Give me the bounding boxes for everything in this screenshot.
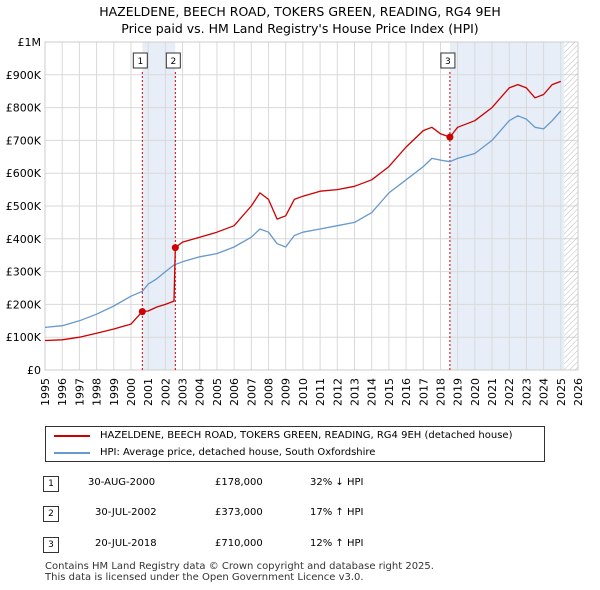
x-tick-label: 2008 [263, 378, 276, 406]
hpi-line [44, 110, 562, 329]
x-tick-label: 2006 [228, 378, 241, 406]
x-tick-label: 2005 [211, 378, 224, 406]
transaction-date: 30-JUL-2002 [95, 507, 157, 518]
x-tick-label: 2023 [520, 378, 533, 406]
x-tick-label: 2026 [572, 378, 585, 406]
transaction-hpi: 32% ↓ HPI [310, 477, 364, 488]
x-tick-label: 2017 [417, 378, 430, 406]
transaction-row: 1 30-AUG-2000 £178,000 32% ↓ HPI [0, 476, 600, 494]
x-tick-label: 2021 [486, 378, 499, 406]
x-tick-label: 2009 [280, 378, 293, 406]
y-tick-label: £400K [6, 233, 42, 246]
x-tick-label: 2012 [331, 378, 344, 406]
y-tick-label: £500K [6, 200, 42, 213]
x-tick-label: 2015 [383, 378, 396, 406]
y-tick-label: £0 [27, 364, 41, 377]
legend-item-hpi: HPI: Average price, detached house, Sout… [46, 444, 544, 462]
x-tick-label: 1997 [73, 378, 86, 406]
y-tick-label: £200K [6, 298, 42, 311]
footer-copyright: Contains HM Land Registry data © Crown c… [45, 561, 434, 572]
y-tick-label: £800K [6, 102, 42, 115]
transaction-price: £373,000 [215, 507, 263, 518]
price-chart: £0 £100K £200K £300K £400K £500K £600K £700K £80… [6, 36, 585, 406]
x-tick-label: 2025 [555, 378, 568, 406]
x-tick-label: 2007 [245, 378, 258, 406]
plot-frame [44, 41, 579, 371]
event-marker-label: 2 [170, 57, 176, 67]
sale-point [171, 244, 179, 252]
y-tick-label: £700K [6, 134, 42, 147]
y-tick-label: £900K [6, 69, 42, 82]
transaction-date: 30-AUG-2000 [88, 477, 156, 488]
x-tick-label: 2003 [177, 378, 190, 406]
footer-license: This data is licensed under the Open Gov… [45, 572, 364, 583]
event-marker-label: 1 [137, 57, 143, 67]
price-paid-line [44, 80, 562, 342]
transaction-number: 3 [43, 537, 59, 553]
x-tick-label: 2002 [159, 378, 172, 406]
legend-label-hpi: HPI: Average price, detached house, Sout… [100, 447, 376, 458]
transaction-price: £710,000 [215, 538, 263, 549]
future-hatch [564, 42, 578, 370]
transaction-number: 1 [43, 476, 59, 492]
transaction-hpi: 17% ↑ HPI [310, 507, 364, 518]
transaction-number: 2 [43, 506, 59, 522]
x-tick-label: 2011 [314, 378, 327, 406]
transaction-row: 3 20-JUL-2018 £710,000 12% ↑ HPI [0, 537, 600, 555]
event-marker-box [132, 52, 148, 69]
x-tick-label: 1996 [56, 378, 69, 406]
transaction-price: £178,000 [215, 477, 263, 488]
y-tick-label: £100K [6, 331, 42, 344]
sale-point [446, 133, 454, 141]
x-tick-label: 2000 [125, 378, 138, 406]
x-tick-label: 2024 [538, 378, 551, 406]
legend-label-price: HAZELDENE, BEECH ROAD, TOKERS GREEN, REA… [100, 430, 513, 441]
x-tick-label: 2014 [366, 378, 379, 406]
event-marker-box [165, 52, 181, 69]
legend: HAZELDENE, BEECH ROAD, TOKERS GREEN, REA… [45, 426, 545, 462]
x-tick-label: 2022 [503, 378, 516, 406]
x-tick-label: 2013 [348, 378, 361, 406]
x-tick-label: 2018 [434, 378, 447, 406]
legend-swatch-hpi [54, 452, 90, 454]
x-tick-label: 2019 [452, 378, 465, 406]
sale-point [138, 308, 146, 316]
x-tick-label: 1995 [39, 378, 52, 406]
y-tick-label: £300K [6, 266, 42, 279]
x-tick-label: 2016 [400, 378, 413, 406]
transaction-hpi: 12% ↑ HPI [310, 538, 364, 549]
x-tick-label: 2001 [142, 378, 155, 406]
footer: Contains HM Land Registry data © Crown c… [45, 561, 434, 583]
legend-item-price: HAZELDENE, BEECH ROAD, TOKERS GREEN, REA… [46, 427, 544, 445]
y-tick-label: £600K [6, 167, 42, 180]
event-marker-label: 3 [445, 57, 451, 67]
chart-subtitle: Price paid vs. HM Land Registry's House … [121, 21, 479, 36]
chart-title: HAZELDENE, BEECH ROAD, TOKERS GREEN, REA… [99, 4, 501, 19]
x-tick-label: 2020 [469, 378, 482, 406]
x-tick-label: 2004 [194, 378, 207, 406]
transaction-row: 2 30-JUL-2002 £373,000 17% ↑ HPI [0, 506, 600, 524]
y-tick-label: £1M [18, 36, 42, 49]
x-tick-label: 2010 [297, 378, 310, 406]
transaction-date: 20-JUL-2018 [95, 538, 157, 549]
x-tick-label: 1999 [108, 378, 121, 406]
event-marker-box [440, 52, 456, 69]
legend-swatch-price [54, 435, 90, 437]
x-tick-label: 1998 [91, 378, 104, 406]
